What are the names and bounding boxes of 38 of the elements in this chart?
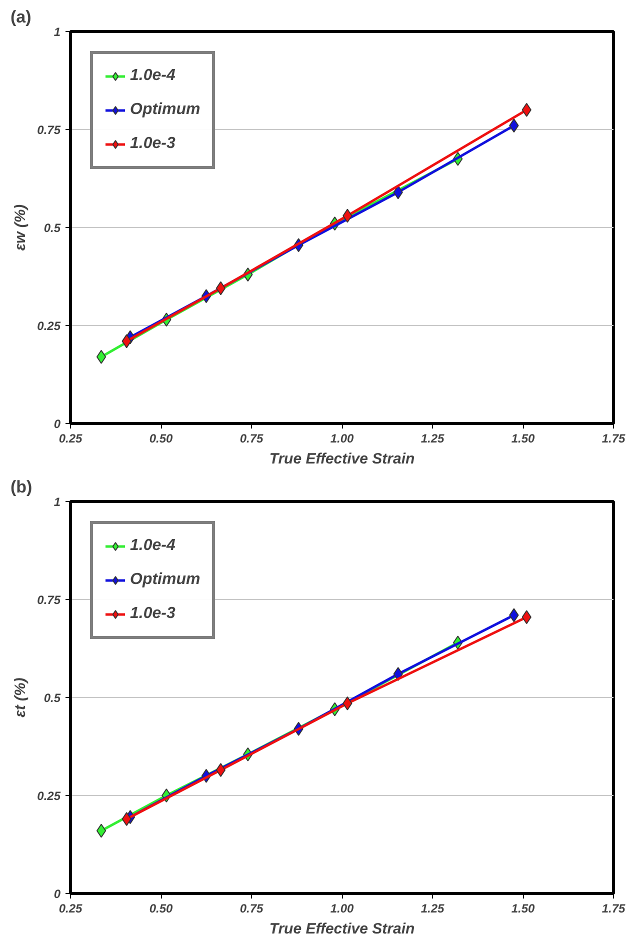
point (216, 763, 226, 778)
chart-title: (a) (10, 8, 32, 26)
y-tick-label: 1 (54, 495, 61, 509)
x-tick-label: 0.75 (240, 432, 264, 446)
y-axis-title: εt (%) (12, 678, 30, 718)
point (96, 824, 106, 838)
y-tick-label: 0.25 (37, 789, 61, 803)
point (96, 350, 106, 364)
legend-label: Optimum (130, 101, 200, 119)
y-tick-label: 0 (54, 887, 61, 901)
x-tick-label: 0.50 (149, 432, 174, 446)
point (216, 281, 226, 296)
x-tick-label: 0.50 (149, 902, 174, 916)
y-tick-label: 0.75 (37, 123, 61, 137)
y-tick-label: 0.75 (37, 593, 61, 607)
x-tick-label: 1.75 (602, 902, 626, 916)
x-tick-label: 1.00 (330, 432, 354, 446)
y-axis-title: εw (%) (12, 204, 30, 251)
x-tick-label: 1.50 (511, 432, 536, 446)
x-tick-label: 1.50 (511, 902, 536, 916)
y-tick-label: 0 (54, 417, 61, 431)
y-tick-label: 1 (54, 25, 61, 39)
x-tick-label: 1.25 (420, 432, 445, 446)
x-axis-title: True Effective Strain (269, 450, 415, 468)
legend-label: 1.0e-3 (130, 605, 176, 623)
legend-label: Optimum (130, 571, 200, 589)
y-tick-label: 0.5 (44, 221, 61, 235)
legend-label: 1.0e-3 (130, 135, 176, 153)
legend-label: 1.0e-4 (130, 537, 176, 555)
legend-label: 1.0e-4 (130, 67, 176, 85)
x-tick-label: 0.75 (240, 902, 264, 916)
y-tick-label: 0.25 (37, 319, 61, 333)
x-tick-label: 1.75 (602, 432, 626, 446)
x-tick-label: 1.25 (420, 902, 445, 916)
x-axis-title: True Effective Strain (269, 920, 415, 938)
y-tick-label: 0.5 (44, 691, 61, 705)
chart-title: (b) (10, 478, 32, 496)
x-tick-label: 1.00 (330, 902, 354, 916)
